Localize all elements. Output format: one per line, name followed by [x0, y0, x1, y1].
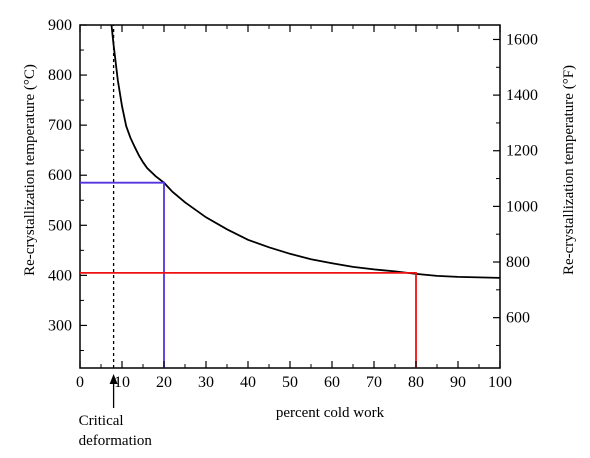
- y-left-ticks: 300 400 500 600 700 800 900: [48, 17, 87, 351]
- x-tick-label: 0: [76, 374, 84, 391]
- x-tick-label: 80: [408, 374, 424, 391]
- y-left-tick-label: 400: [48, 267, 72, 284]
- x-tick-label: 40: [240, 374, 256, 391]
- x-axis-label: percent cold work: [276, 405, 385, 421]
- y-left-tick-label: 900: [48, 17, 72, 34]
- x-tick-label: 60: [324, 374, 340, 391]
- series-lines: [80, 24, 501, 368]
- y-left-tick-label: 500: [48, 217, 72, 234]
- series-line-3: [80, 271, 417, 368]
- y-right-tick-label: 1200: [506, 143, 538, 160]
- x-ticks: 0 10 20 30 40 50 60 70 80 90 100: [76, 25, 512, 391]
- y-left-tick-label: 800: [48, 67, 72, 84]
- y-right-tick-label: 600: [506, 310, 530, 327]
- plot-frame: [79, 24, 501, 369]
- y-right-tick-label: 1400: [506, 87, 538, 104]
- x-tick-label: 70: [366, 374, 382, 391]
- series-line-2: [80, 181, 165, 368]
- y-right-tick-label: 1600: [506, 31, 538, 48]
- x-tick-label: 50: [282, 374, 298, 391]
- y-left-tick-label: 600: [48, 167, 72, 184]
- x-tick-label: 90: [450, 374, 466, 391]
- x-tick-label: 30: [198, 374, 214, 391]
- annotation-arrowhead: [109, 374, 118, 384]
- y-right-axis-label: Re-crystallization temperature (°F): [561, 65, 577, 275]
- y-left-tick-label: 700: [48, 117, 72, 134]
- annotation-text-line: deformation: [79, 433, 153, 449]
- y-right-tick-label: 1000: [506, 198, 538, 215]
- y-left-tick-label: 300: [48, 317, 72, 334]
- series-line-0: [110, 24, 501, 279]
- y-right-ticks: 600 800 1000 1200 1400 1600: [493, 31, 538, 346]
- x-tick-label: 100: [488, 374, 512, 391]
- x-tick-label: 20: [156, 374, 172, 391]
- annotation-text-line: Critical: [79, 413, 124, 429]
- x-tick-label: 10: [114, 374, 130, 391]
- y-left-axis-label: Re-crystallization temperature (°C): [22, 64, 38, 276]
- y-right-tick-label: 800: [506, 254, 530, 271]
- annotation-group: Critical deformation: [79, 374, 153, 449]
